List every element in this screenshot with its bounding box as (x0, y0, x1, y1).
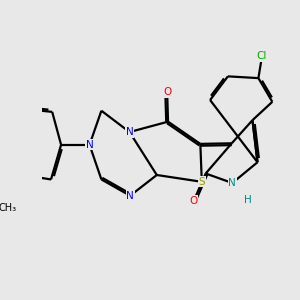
Text: N: N (86, 140, 93, 150)
Text: N: N (229, 178, 236, 188)
Text: H: H (244, 195, 252, 205)
Text: O: O (163, 87, 171, 97)
Text: O: O (190, 196, 198, 206)
Text: N: N (126, 127, 134, 137)
Text: Cl: Cl (257, 52, 267, 61)
Text: N: N (126, 191, 134, 201)
Text: CH₃: CH₃ (0, 202, 16, 213)
Text: S: S (199, 177, 205, 187)
